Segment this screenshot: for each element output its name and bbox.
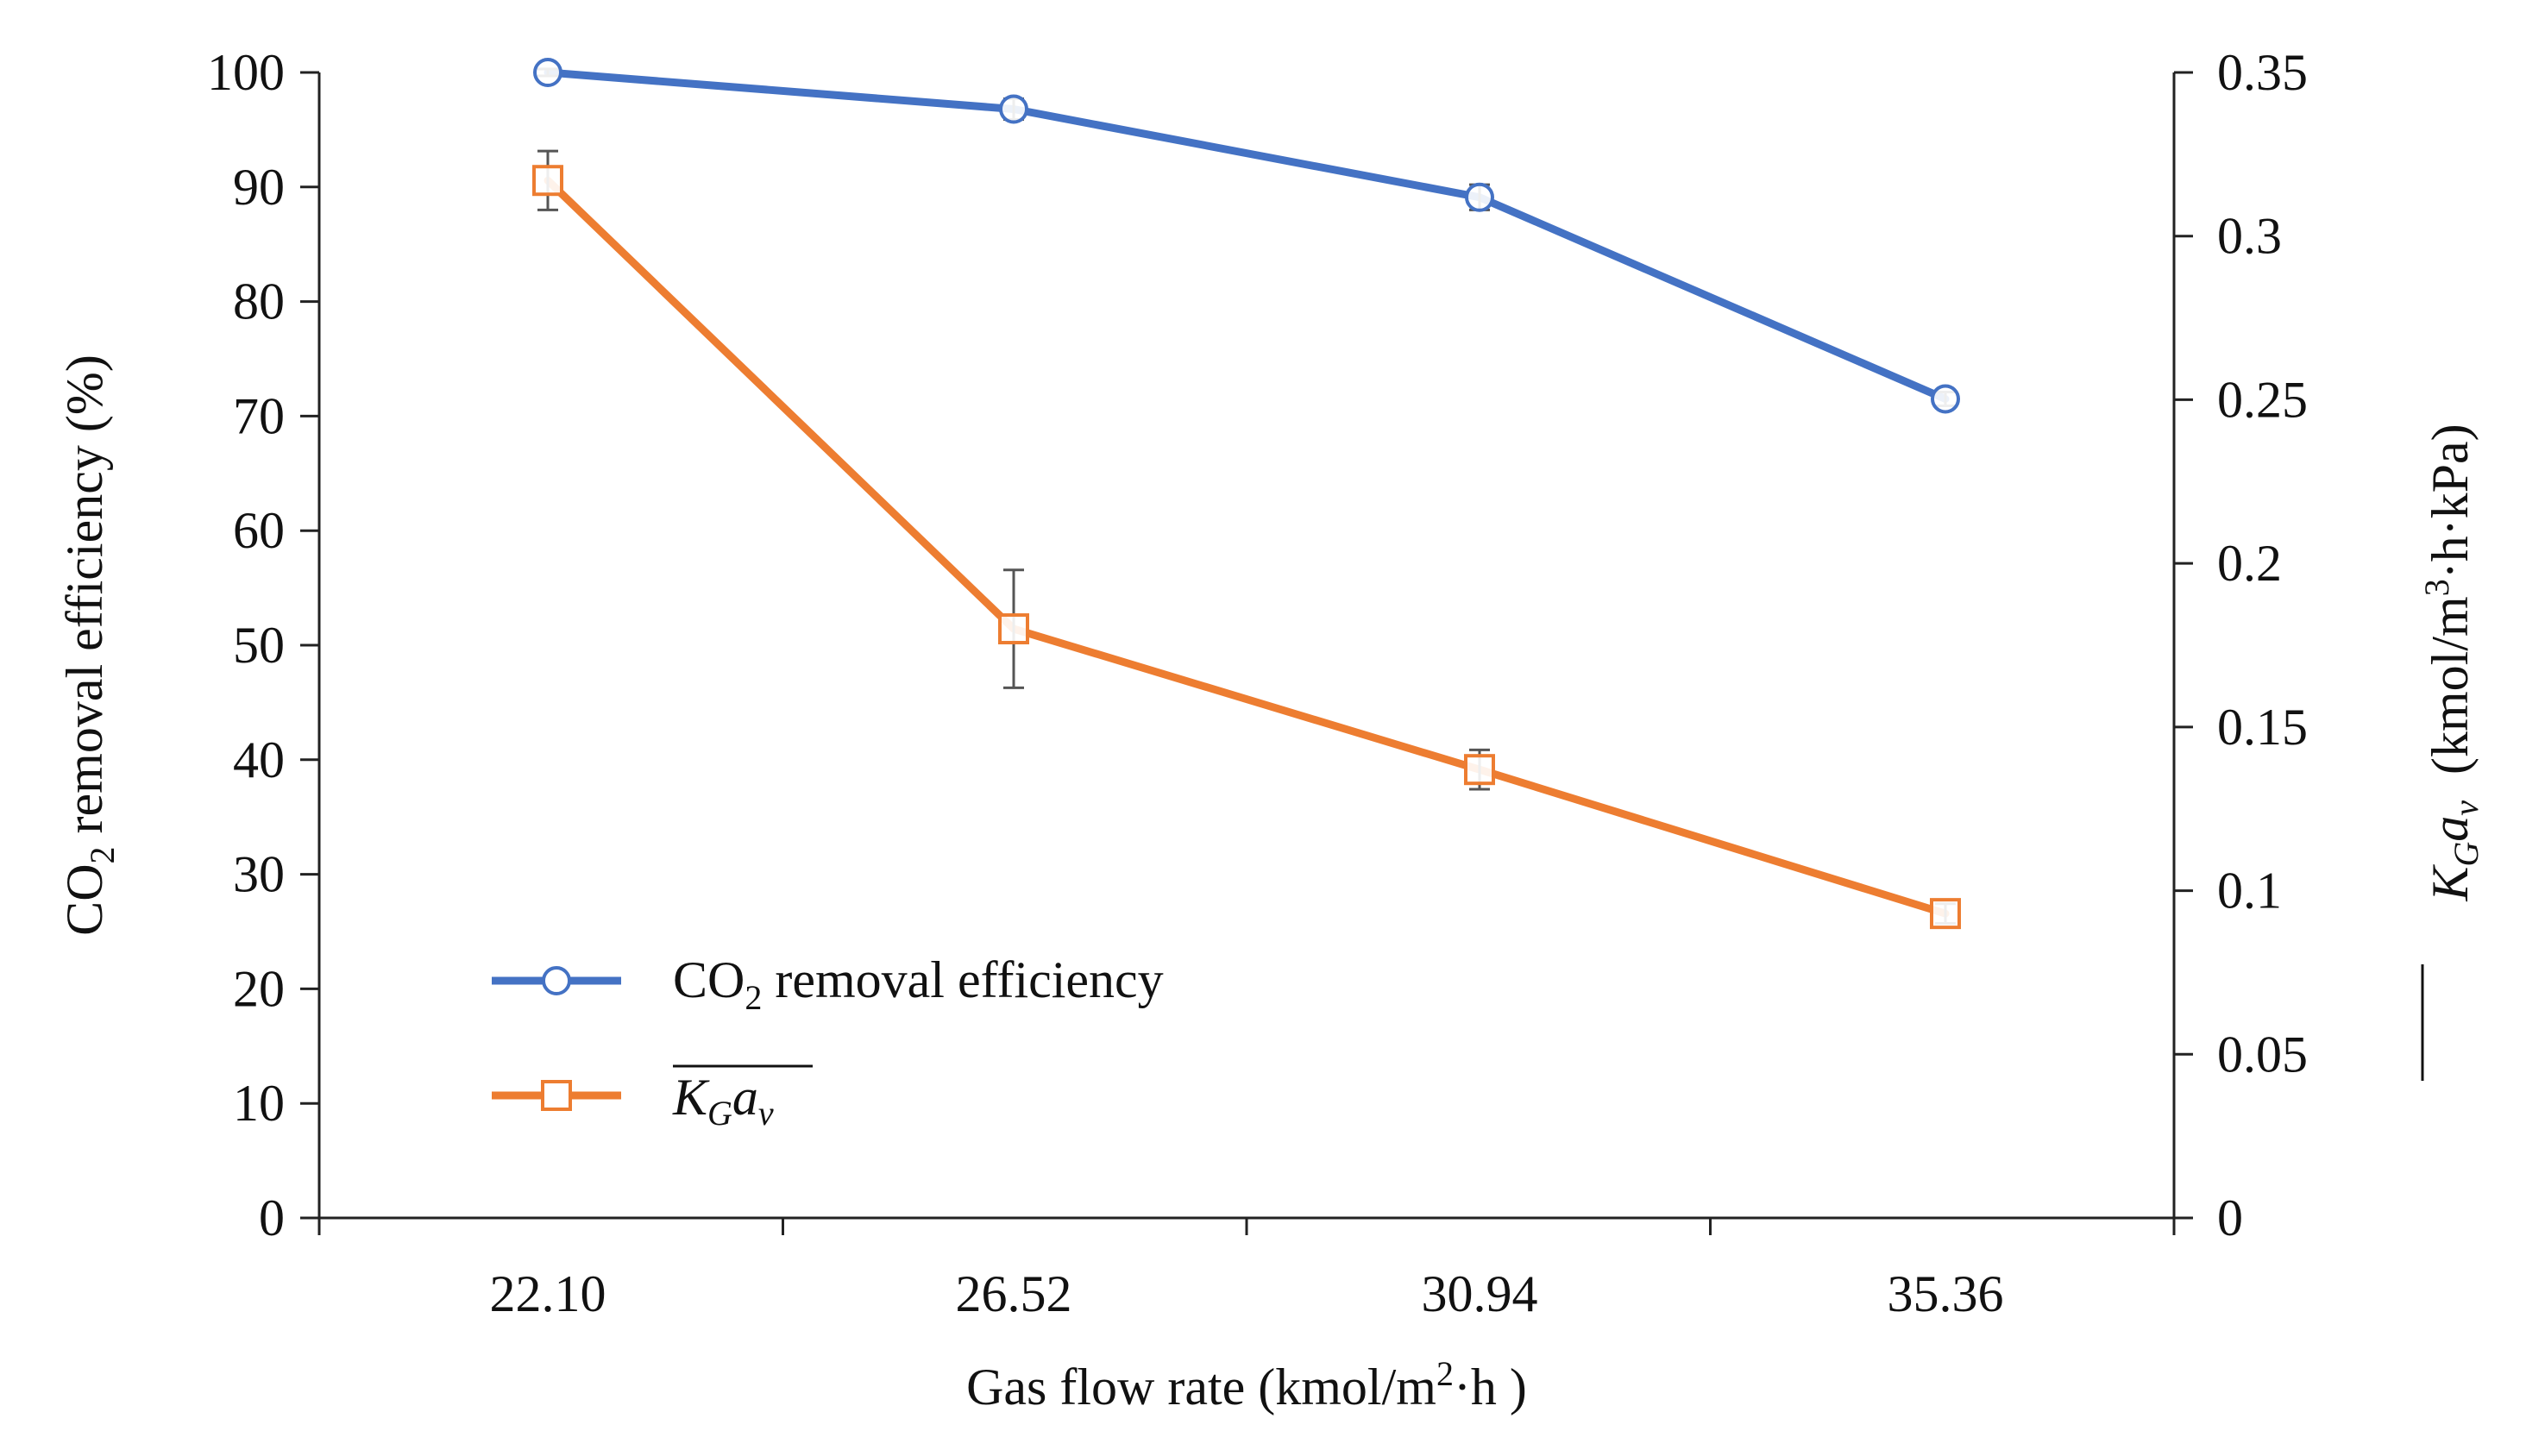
legend-label-kgav-asub: v	[758, 1094, 774, 1133]
left-tick-label: 70	[233, 387, 285, 444]
left-tick-label: 10	[233, 1075, 285, 1132]
left-tick-label: 60	[233, 502, 285, 559]
kgav-point	[532, 165, 563, 197]
left-axis-title-main: CO	[56, 863, 113, 935]
right-tick-label: 0.05	[2217, 1026, 2308, 1083]
legend-label-kgav: KGav	[672, 1069, 774, 1133]
right-axis-title-units-post: ·h·kPa)	[2422, 424, 2479, 579]
kgav-line	[544, 176, 1950, 918]
legend-label-kgav-a: a	[732, 1069, 758, 1126]
svg-text:KGav(kmol/m3·h·kPa): KGav (kmol/m3·h·kPa)	[2417, 424, 2485, 901]
x-tick-label: 30.94	[1422, 1265, 1538, 1322]
series-co2-removal-efficiency	[533, 58, 1960, 414]
left-tick-label: 30	[233, 846, 285, 903]
legend-label-co2-main: CO	[673, 951, 745, 1008]
left-tick-label: 50	[233, 617, 285, 674]
right-tick-label: 0.2	[2217, 535, 2282, 592]
left-tick-label: 100	[207, 44, 285, 101]
right-axis-title-a: a	[2422, 816, 2479, 842]
x-tick-label: 22.10	[490, 1265, 606, 1322]
right-axis-title-k: K	[2422, 864, 2479, 902]
right-tick-label: 0.25	[2217, 371, 2308, 428]
x-axis-title: Gas flow rate (kmol/m2·h )	[966, 1354, 1527, 1415]
co2-line	[544, 68, 1950, 403]
right-axis-ticks: 0 0.05 0.1 0.15 0.2 0.25 0.3 0.35	[2174, 44, 2308, 1246]
legend-item-kgav: KGav	[492, 1064, 813, 1133]
right-axis-title-asub: v	[2447, 800, 2485, 816]
right-tick-label: 0.3	[2217, 208, 2282, 265]
left-tick-label: 20	[233, 960, 285, 1017]
right-tick-label: 0.1	[2217, 863, 2282, 919]
right-axis-title-units-pre: (kmol/m	[2422, 596, 2479, 775]
legend-label-kgav-ksub: G	[707, 1094, 732, 1133]
series-kgav	[532, 149, 1961, 930]
left-axis-ticks: 0 10 20 30 40 50 60 70 80 90 100	[207, 44, 319, 1246]
legend-label-co2-sub: 2	[745, 978, 762, 1017]
right-axis-title: KGav (kmol/m3·h·kPa)	[2417, 424, 2485, 1081]
kgav-point	[1930, 898, 1961, 930]
x-axis-title-tail: ·h )	[1454, 1359, 1527, 1415]
right-tick-label: 0.35	[2217, 44, 2308, 101]
left-tick-label: 90	[233, 159, 285, 216]
legend-label-co2-tail: removal efficiency	[762, 951, 1163, 1008]
kgav-point	[1464, 754, 1495, 786]
legend-item-co2: CO2 removal efficiency	[492, 951, 1164, 1017]
kgav-point	[998, 613, 1029, 645]
left-axis-title: CO2 removal efficiency (%)	[56, 355, 122, 936]
legend-label-co2: CO2 removal efficiency	[673, 951, 1164, 1017]
left-axis-title-sub: 2	[83, 846, 122, 863]
right-axis-title-units-sup: 3	[2417, 579, 2456, 596]
legend-marker-kgav	[541, 1080, 572, 1111]
left-tick-label: 40	[233, 731, 285, 788]
right-tick-label: 0.15	[2217, 699, 2308, 756]
co2-point	[999, 94, 1028, 124]
right-axis-title-ksub: G	[2447, 842, 2485, 867]
legend-marker-co2	[542, 966, 571, 995]
co2-point	[1465, 182, 1494, 212]
left-tick-label: 0	[259, 1189, 285, 1246]
left-tick-label: 80	[233, 273, 285, 330]
co2-point	[1931, 384, 1960, 414]
x-tick-label: 35.36	[1888, 1265, 2004, 1322]
legend: CO2 removal efficiency KGav	[492, 951, 1164, 1133]
co2-point	[533, 58, 562, 87]
right-tick-label: 0	[2217, 1189, 2243, 1246]
x-axis-title-sup: 2	[1436, 1354, 1454, 1393]
left-axis-title-tail: removal efficiency (%)	[56, 355, 113, 846]
x-axis-title-main: Gas flow rate (kmol/m	[966, 1359, 1436, 1415]
x-tick-label: 26.52	[956, 1265, 1072, 1322]
x-axis-ticks: 22.10 26.52 30.94 35.36	[317, 1218, 2176, 1322]
legend-label-kgav-k: K	[672, 1069, 710, 1126]
